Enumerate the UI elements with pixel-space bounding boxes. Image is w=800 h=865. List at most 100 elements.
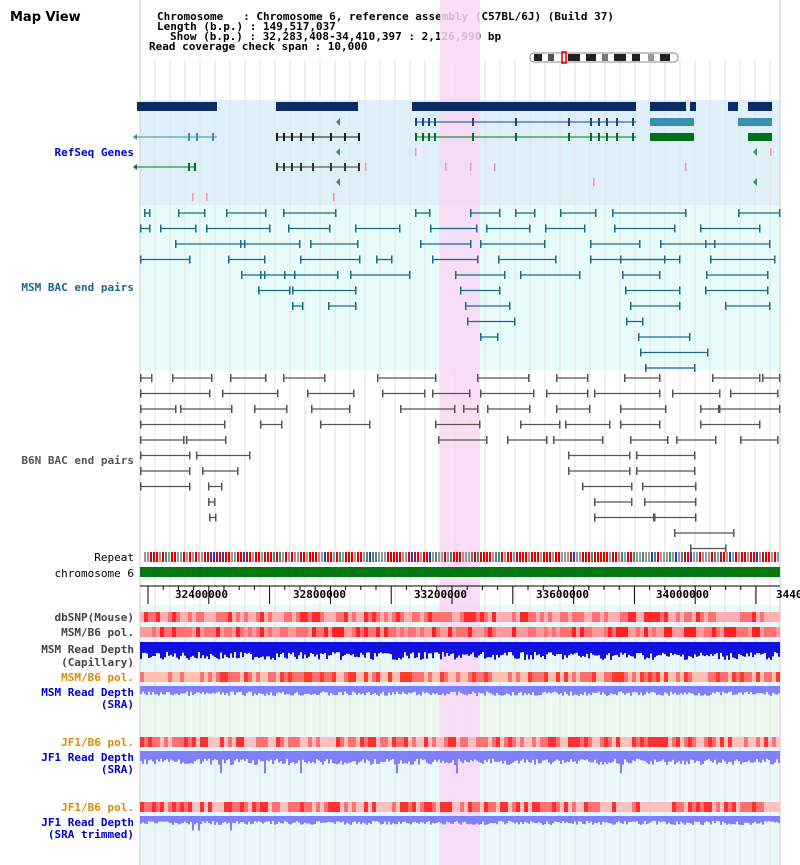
jf1-trimmed-depth-bar <box>628 816 630 822</box>
jf1-sra-depth-bar <box>416 751 418 759</box>
jf1-sra-depth-bar <box>206 751 208 761</box>
b6n-bac-pair-end <box>546 389 548 398</box>
msm-capillary-depth-bar <box>412 642 414 653</box>
polymorphism-cell <box>600 802 604 812</box>
polymorphism-cell <box>184 802 188 812</box>
polymorphism-cell <box>444 672 448 682</box>
repeat-element <box>516 552 518 562</box>
jf1-sra-depth-bar <box>290 751 292 764</box>
repeat-element <box>192 552 194 562</box>
polymorphism-cell <box>396 612 400 622</box>
jf1-trimmed-depth-bar <box>538 816 540 823</box>
msm-sra-depth-bar <box>392 686 394 693</box>
polymorphism-cell <box>484 672 488 682</box>
msm-sra-depth-bar <box>764 686 766 695</box>
polymorphism-cell <box>552 672 556 682</box>
jf1-sra-depth-bar <box>350 751 352 763</box>
repeat-element <box>726 552 728 562</box>
repeat-element <box>237 552 239 562</box>
polymorphism-cell <box>284 627 288 637</box>
track-label-b6n-bac[interactable]: B6N BAC end pairs <box>21 454 134 467</box>
jf1-sra-depth-bar <box>422 751 424 760</box>
msm-capillary-depth-bar <box>716 642 718 654</box>
polymorphism-cell <box>392 737 396 747</box>
polymorphism-cell <box>748 672 752 682</box>
jf1-sra-depth-bar <box>312 751 314 762</box>
jf1-trimmed-depth-bar <box>284 816 286 822</box>
b6n-bac-pair-end <box>631 482 633 491</box>
msm-sra-depth-bar <box>444 686 446 696</box>
msm-capillary-depth-bar <box>550 642 552 653</box>
repeat-element <box>291 552 293 562</box>
repeat-element <box>525 552 527 562</box>
polymorphism-cell <box>332 802 336 812</box>
msm-sra-depth-bar <box>324 686 326 693</box>
jf1-sra-depth-bar <box>264 751 266 774</box>
repeat-element <box>321 552 323 562</box>
chromosome-ideogram[interactable] <box>529 51 679 64</box>
jf1-sra-depth-bar <box>538 751 540 764</box>
msm-capillary-depth-bar <box>570 642 572 654</box>
gene-exon <box>616 118 618 126</box>
msm-sra-depth-bar <box>212 686 214 693</box>
polymorphism-cell <box>328 627 332 637</box>
msm-capillary-depth-bar <box>414 642 416 659</box>
jf1-trimmed-depth-bar <box>720 816 722 825</box>
polymorphism-cell <box>288 612 292 622</box>
msm-capillary-depth-bar <box>418 642 420 653</box>
msm-sra-depth-bar <box>534 686 536 696</box>
b6n-bac-pair-end <box>636 451 638 460</box>
jf1-trimmed-depth-bar <box>156 816 158 824</box>
msm-capillary-depth-bar <box>250 642 252 655</box>
msm-sra-depth-bar <box>316 686 318 695</box>
track-label-msm-bac[interactable]: MSM BAC end pairs <box>21 281 134 294</box>
polymorphism-cell <box>676 627 680 637</box>
jf1-trimmed-depth-bar <box>428 816 430 822</box>
polymorphism-cell <box>456 612 460 622</box>
msm-capillary-depth-bar <box>696 642 698 657</box>
msm-capillary-depth-bar <box>692 642 694 659</box>
jf1-sra-depth-bar <box>760 751 762 763</box>
polymorphism-cell <box>568 612 572 622</box>
jf1-sra-depth-bar <box>362 751 364 760</box>
polymorphism-cell <box>468 672 472 682</box>
msm-capillary-depth-bar <box>672 642 674 655</box>
track-label-refseq[interactable]: RefSeq Genes <box>54 146 134 159</box>
polymorphism-cell <box>232 802 236 812</box>
msm-bac-pair-end <box>767 271 769 279</box>
polymorphism-cell <box>692 612 696 622</box>
polymorphism-cell <box>284 612 288 622</box>
jf1-sra-depth-bar <box>176 751 178 762</box>
repeat-element <box>258 552 260 562</box>
b6n-bac-pair-end <box>469 389 471 398</box>
polymorphism-cell <box>392 672 396 682</box>
polymorphism-cell <box>212 627 216 637</box>
jf1-trimmed-depth-bar <box>514 816 516 824</box>
polymorphism-cell <box>636 627 640 637</box>
jf1-sra-depth-bar <box>186 751 188 764</box>
polymorphism-cell <box>264 737 268 747</box>
msm-sra-depth-bar <box>148 686 150 692</box>
jf1-sra-depth-bar <box>688 751 690 765</box>
polymorphism-cell <box>368 737 372 747</box>
jf1-sra-depth-bar <box>614 751 616 759</box>
repeat-element <box>639 552 641 562</box>
polymorphism-cell <box>476 802 480 812</box>
jf1-sra-depth-bar <box>172 751 174 761</box>
polymorphism-cell <box>668 737 672 747</box>
repeat-element <box>606 552 608 562</box>
jf1-trimmed-depth-bar <box>190 816 192 823</box>
polymorphism-cell <box>776 802 780 812</box>
gene-block <box>650 102 686 111</box>
msm-capillary-depth-bar <box>688 642 690 657</box>
repeat-element <box>276 552 278 562</box>
repeat-element <box>564 552 566 562</box>
polymorphism-cell <box>688 627 692 637</box>
jf1-trimmed-depth-bar <box>708 816 710 823</box>
polymorphism-cell <box>348 802 352 812</box>
b6n-bac-pair-end <box>277 389 279 398</box>
polymorphism-cell <box>676 612 680 622</box>
msm-capillary-depth-bar <box>276 642 278 654</box>
polymorphism-cell <box>640 612 644 622</box>
